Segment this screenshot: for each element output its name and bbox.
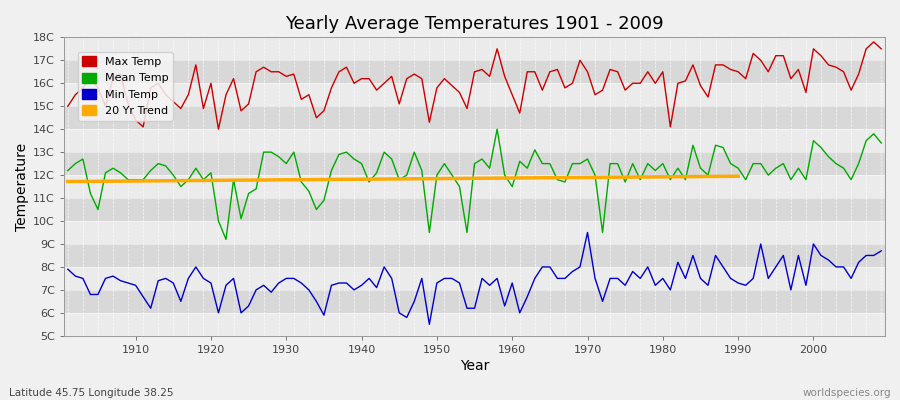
Bar <box>64 60 885 83</box>
Bar <box>64 267 885 290</box>
Bar <box>64 221 885 244</box>
Bar <box>64 106 885 129</box>
Bar <box>64 83 885 106</box>
Bar <box>64 198 885 221</box>
X-axis label: Year: Year <box>460 359 490 373</box>
Bar <box>64 37 885 60</box>
Bar <box>64 175 885 198</box>
Y-axis label: Temperature: Temperature <box>15 142 29 231</box>
Bar <box>64 244 885 267</box>
Bar <box>64 313 885 336</box>
Text: worldspecies.org: worldspecies.org <box>803 388 891 398</box>
Legend: Max Temp, Mean Temp, Min Temp, 20 Yr Trend: Max Temp, Mean Temp, Min Temp, 20 Yr Tre… <box>77 52 173 120</box>
Bar <box>64 129 885 152</box>
Bar <box>64 290 885 313</box>
Bar <box>64 152 885 175</box>
Text: Latitude 45.75 Longitude 38.25: Latitude 45.75 Longitude 38.25 <box>9 388 174 398</box>
Title: Yearly Average Temperatures 1901 - 2009: Yearly Average Temperatures 1901 - 2009 <box>285 15 664 33</box>
